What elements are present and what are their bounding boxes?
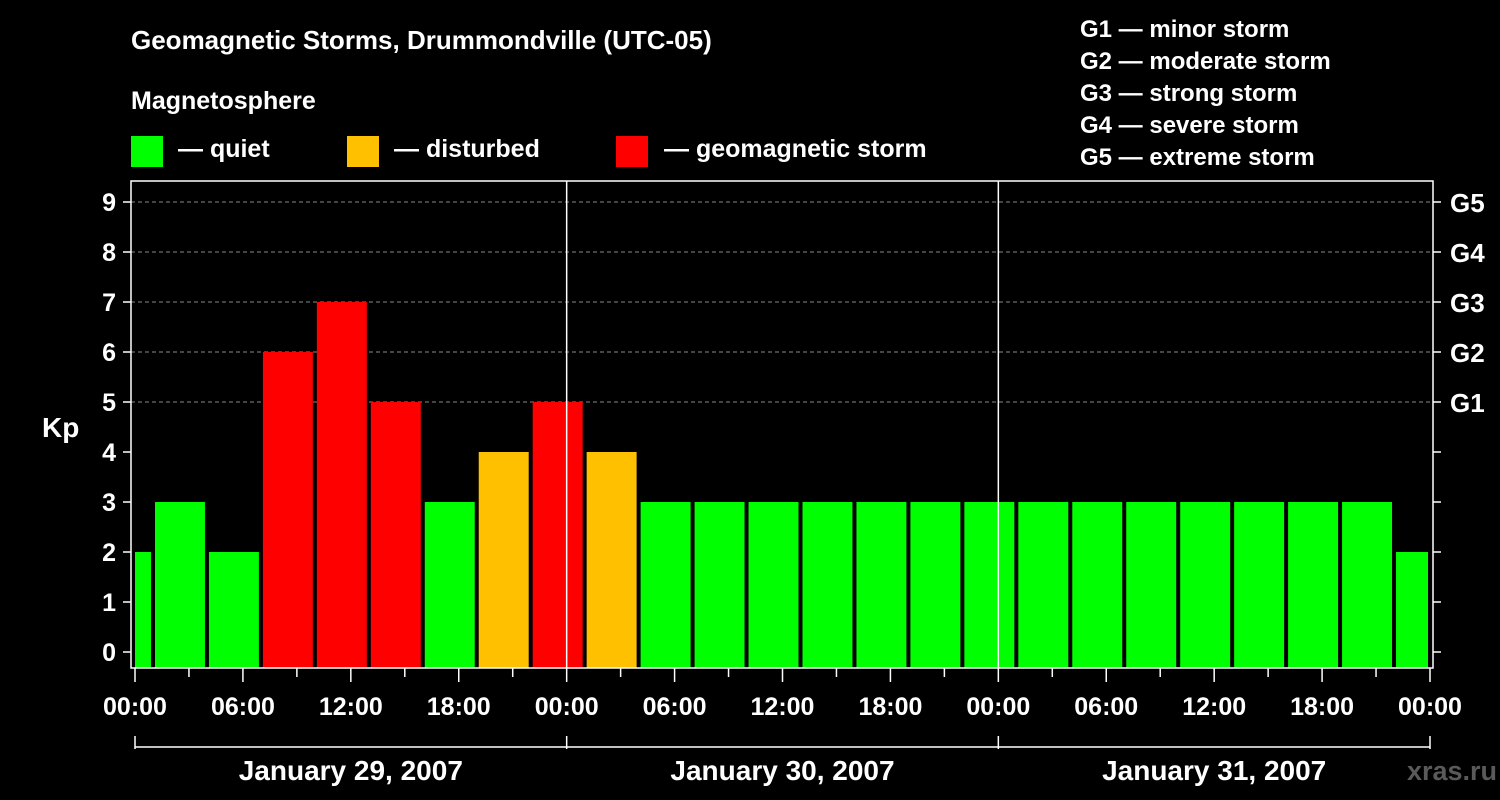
x-tick-label-10: 12:00 — [1182, 693, 1246, 721]
bar-3 — [262, 352, 313, 668]
bar-11 — [694, 502, 745, 668]
x-tick-label-8: 00:00 — [966, 693, 1030, 721]
x-tick-label-12: 00:00 — [1398, 693, 1462, 721]
bar-22 — [1288, 502, 1339, 668]
bar-21 — [1234, 502, 1285, 668]
bar-6 — [424, 502, 475, 668]
bar-16 — [964, 502, 1015, 668]
bar-20 — [1180, 502, 1231, 668]
x-tick-label-5: 06:00 — [643, 693, 707, 721]
legend-swatch-quiet — [131, 136, 163, 167]
storm-scale-g5: G5 — extreme storm — [1080, 144, 1315, 171]
bar-10 — [640, 502, 691, 668]
y-tick-label-6: 6 — [102, 339, 116, 367]
bar-23 — [1342, 502, 1393, 668]
bar-18 — [1072, 502, 1123, 668]
chart-title: Geomagnetic Storms, Drummondville (UTC-0… — [131, 25, 712, 55]
storm-scale-g1: G1 — minor storm — [1080, 16, 1289, 43]
right-tick-label-g5: G5 — [1450, 188, 1485, 218]
bar-4 — [316, 302, 367, 668]
bar-19 — [1126, 502, 1177, 668]
y-tick-label-9: 9 — [102, 189, 116, 217]
bar-14 — [856, 502, 907, 668]
x-tick-label-1: 06:00 — [211, 693, 275, 721]
y-tick-label-7: 7 — [102, 289, 116, 317]
day-label-0: January 29, 2007 — [239, 755, 463, 786]
day-label-2: January 31, 2007 — [1102, 755, 1326, 786]
legend-label-storm: — geomagnetic storm — [664, 135, 927, 163]
day-label-1: January 30, 2007 — [670, 755, 894, 786]
y-tick-label-8: 8 — [102, 239, 116, 267]
x-tick-label-3: 18:00 — [427, 693, 491, 721]
bar-7 — [478, 452, 529, 668]
y-tick-label-0: 0 — [102, 639, 116, 667]
storm-scale-g4: G4 — severe storm — [1080, 112, 1299, 139]
storm-scale-legend: G1 — minor storm G2 — moderate storm G3 … — [1080, 16, 1331, 171]
bar-24 — [1396, 552, 1428, 668]
right-tick-label-g4: G4 — [1450, 238, 1485, 268]
x-tick-label-11: 18:00 — [1290, 693, 1354, 721]
right-tick-label-g2: G2 — [1450, 338, 1485, 368]
y-axis-label: Kp — [42, 412, 79, 443]
legend-label-quiet: — quiet — [178, 135, 270, 163]
bar-1 — [154, 502, 205, 668]
plot-area: 0 1 2 3 4 5 6 7 8 9 G1 G2 G3 G4 G5 00:00 06:00 12:00 18:00… — [102, 180, 1485, 786]
x-tick-label-6: 12:00 — [751, 693, 815, 721]
x-tick-label-9: 06:00 — [1074, 693, 1138, 721]
y-tick-label-4: 4 — [102, 439, 116, 467]
watermark: xras.ru — [1407, 756, 1497, 786]
bar-2 — [208, 552, 259, 668]
x-tick-label-2: 12:00 — [319, 693, 383, 721]
y-tick-label-5: 5 — [102, 389, 116, 417]
legend-heading: Magnetosphere — [131, 87, 316, 115]
bar-15 — [910, 502, 961, 668]
storm-scale-g2: G2 — moderate storm — [1080, 48, 1331, 75]
legend-swatch-disturbed — [347, 136, 379, 167]
storm-scale-g3: G3 — strong storm — [1080, 80, 1297, 107]
y-tick-label-2: 2 — [102, 539, 116, 567]
right-tick-label-g1: G1 — [1450, 388, 1485, 418]
bar-5 — [370, 402, 421, 668]
bar-17 — [1018, 502, 1069, 668]
bar-8 — [532, 402, 583, 668]
x-tick-label-7: 18:00 — [858, 693, 922, 721]
bar-0 — [135, 552, 151, 668]
x-tick-label-0: 00:00 — [103, 693, 167, 721]
y-tick-label-1: 1 — [102, 589, 116, 617]
bar-13 — [802, 502, 853, 668]
x-tick-label-4: 00:00 — [535, 693, 599, 721]
y-tick-label-3: 3 — [102, 489, 116, 517]
right-tick-label-g3: G3 — [1450, 288, 1485, 318]
legend-swatch-storm — [616, 136, 648, 167]
legend-label-disturbed: — disturbed — [394, 135, 540, 163]
bar-9 — [586, 452, 637, 668]
bar-12 — [748, 502, 799, 668]
legend: — quiet — disturbed — geomagnetic storm — [131, 135, 927, 167]
